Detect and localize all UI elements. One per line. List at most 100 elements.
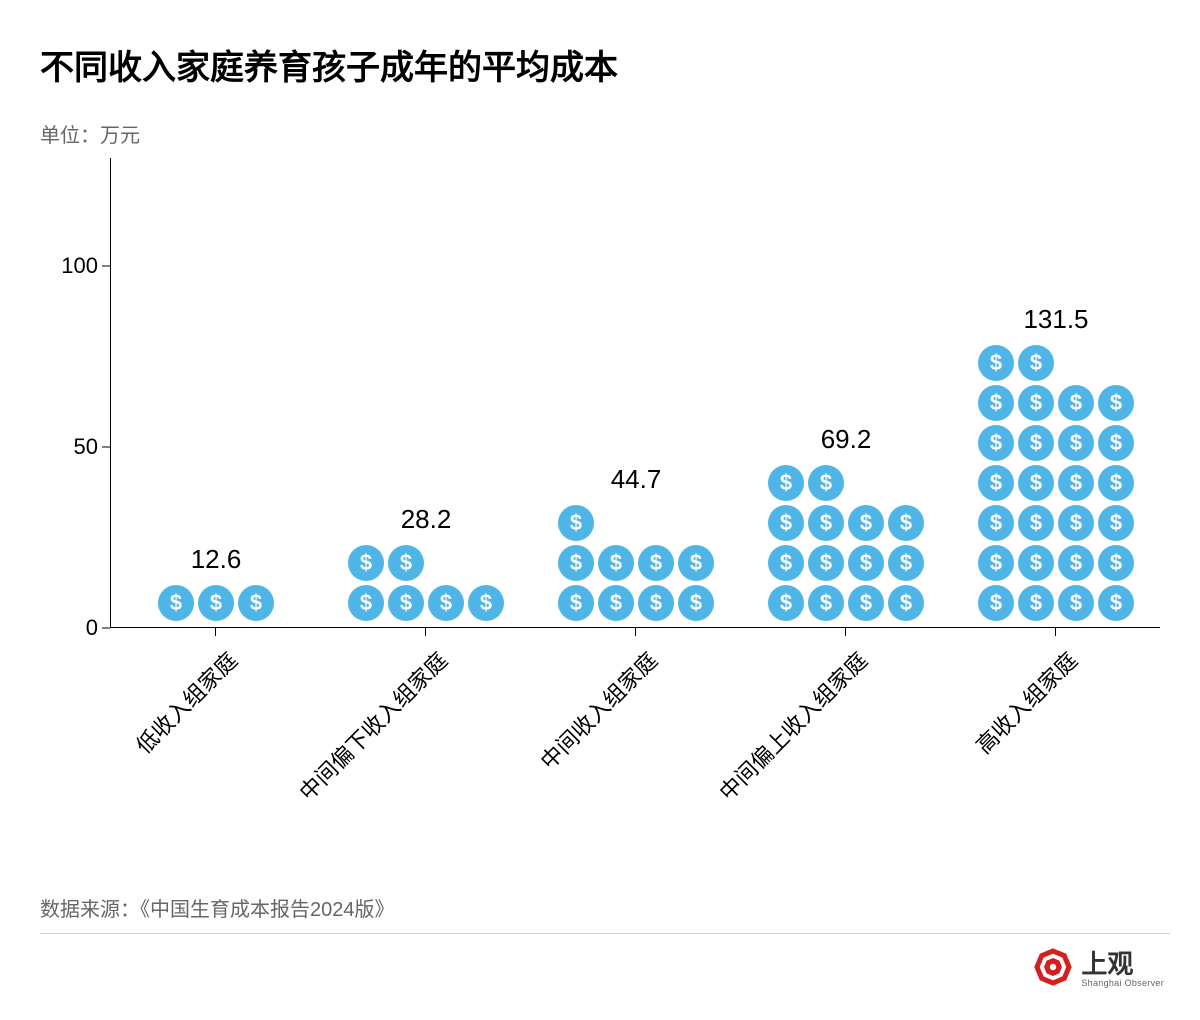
svg-text:$: $ xyxy=(900,590,912,615)
x-axis-label: 中间偏上收入组家庭 xyxy=(711,644,874,807)
svg-text:$: $ xyxy=(1030,390,1042,415)
svg-text:$: $ xyxy=(820,510,832,535)
brand-logo: 上观 Shanghai Observer xyxy=(1033,947,1164,992)
icon-row: $ $ $ $ xyxy=(978,545,1134,581)
dollar-coin-icon: $ xyxy=(978,385,1014,421)
dollar-coin-icon: $ xyxy=(1098,425,1134,461)
icon-row: $$$$ xyxy=(978,425,1134,461)
svg-text:$: $ xyxy=(400,550,412,575)
svg-text:$: $ xyxy=(1110,470,1122,495)
svg-text:$: $ xyxy=(610,590,622,615)
svg-text:$: $ xyxy=(780,510,792,535)
unit-label: 单位：万元 xyxy=(40,119,1170,148)
svg-text:$: $ xyxy=(820,590,832,615)
dollar-coin-icon: $ xyxy=(1018,545,1054,581)
svg-text:$: $ xyxy=(1070,390,1082,415)
svg-text:$: $ xyxy=(780,590,792,615)
svg-text:$: $ xyxy=(1070,590,1082,615)
dollar-coin-icon: $ xyxy=(1018,585,1054,621)
icon-row: $ $ $ $ xyxy=(558,545,714,581)
svg-text:$: $ xyxy=(1030,510,1042,535)
dollar-coin-icon: $ xyxy=(978,585,1014,621)
svg-text:$: $ xyxy=(1110,430,1122,455)
svg-text:$: $ xyxy=(690,590,702,615)
svg-text:$: $ xyxy=(690,550,702,575)
source-label: 数据来源：《中国生育成本报告2024版》 xyxy=(40,893,395,922)
icon-stack: $$$$$$ xyxy=(348,545,504,621)
dollar-coin-icon: $ xyxy=(768,505,804,541)
dollar-coin-icon: $ xyxy=(158,585,194,621)
dollar-coin-icon: $ xyxy=(888,505,924,541)
svg-text:$: $ xyxy=(860,510,872,535)
svg-text:$: $ xyxy=(1110,550,1122,575)
dollar-coin-icon: $ xyxy=(1098,465,1134,501)
icon-row: $$$ xyxy=(158,585,274,621)
svg-text:$: $ xyxy=(170,590,182,615)
svg-text:$: $ xyxy=(360,550,372,575)
y-tick-mark xyxy=(102,447,110,448)
icon-stack: $ $ $ $ $ $ $ $ $ xyxy=(558,505,714,621)
svg-text:$: $ xyxy=(1110,390,1122,415)
dollar-coin-icon: $ xyxy=(1018,425,1054,461)
dollar-coin-icon: $ xyxy=(1098,545,1134,581)
icon-row: $$$$ xyxy=(768,545,924,581)
dollar-coin-icon: $ xyxy=(978,505,1014,541)
divider xyxy=(40,933,1170,934)
svg-text:$: $ xyxy=(860,590,872,615)
svg-text:$: $ xyxy=(570,550,582,575)
dollar-coin-icon: $ xyxy=(558,505,594,541)
svg-text:$: $ xyxy=(990,350,1002,375)
icon-row: $ $ $ $ xyxy=(768,585,924,621)
svg-text:$: $ xyxy=(610,550,622,575)
svg-text:$: $ xyxy=(990,590,1002,615)
svg-text:$: $ xyxy=(1030,470,1042,495)
icon-row: $ $ $ $ xyxy=(978,585,1134,621)
icon-row: $$ xyxy=(768,465,924,501)
svg-text:$: $ xyxy=(780,550,792,575)
dollar-coin-icon: $ xyxy=(1058,385,1094,421)
dollar-coin-icon: $ xyxy=(638,545,674,581)
y-tick-mark xyxy=(102,628,110,629)
svg-text:$: $ xyxy=(900,550,912,575)
x-axis-label: 中间偏下收入组家庭 xyxy=(291,644,454,807)
dollar-coin-icon: $ xyxy=(1058,545,1094,581)
dollar-coin-icon: $ xyxy=(198,585,234,621)
dollar-coin-icon: $ xyxy=(638,585,674,621)
svg-text:$: $ xyxy=(1030,550,1042,575)
svg-text:$: $ xyxy=(1110,590,1122,615)
dollar-coin-icon: $ xyxy=(1018,345,1054,381)
svg-text:$: $ xyxy=(900,510,912,535)
svg-text:$: $ xyxy=(1070,550,1082,575)
svg-text:$: $ xyxy=(210,590,222,615)
dollar-coin-icon: $ xyxy=(388,545,424,581)
svg-text:$: $ xyxy=(650,550,662,575)
svg-text:$: $ xyxy=(1070,510,1082,535)
x-axis-labels: 低收入组家庭中间偏下收入组家庭中间收入组家庭中间偏上收入组家庭高收入组家庭 xyxy=(110,636,1160,836)
x-tick-mark xyxy=(425,628,426,636)
dollar-coin-icon: $ xyxy=(848,505,884,541)
svg-text:$: $ xyxy=(570,590,582,615)
dollar-coin-icon: $ xyxy=(1058,585,1094,621)
value-label: 12.6 xyxy=(131,544,301,575)
dollar-coin-icon: $ xyxy=(348,585,384,621)
icon-row: $$$$ xyxy=(348,585,504,621)
svg-text:$: $ xyxy=(1070,430,1082,455)
dollar-coin-icon: $ xyxy=(1058,505,1094,541)
dollar-coin-icon: $ xyxy=(1018,505,1054,541)
logo-text-cn: 上观 xyxy=(1081,951,1164,977)
dollar-coin-icon: $ xyxy=(678,585,714,621)
svg-text:$: $ xyxy=(820,550,832,575)
dollar-coin-icon: $ xyxy=(1098,385,1134,421)
y-axis: 050100 xyxy=(40,158,110,628)
svg-text:$: $ xyxy=(650,590,662,615)
svg-text:$: $ xyxy=(1030,430,1042,455)
dollar-coin-icon: $ xyxy=(768,545,804,581)
dollar-coin-icon: $ xyxy=(848,585,884,621)
dollar-coin-icon: $ xyxy=(768,585,804,621)
svg-text:$: $ xyxy=(1110,510,1122,535)
svg-text:$: $ xyxy=(1030,350,1042,375)
chart-title: 不同收入家庭养育孩子成年的平均成本 xyxy=(40,40,1170,89)
value-label: 69.2 xyxy=(761,424,931,455)
plot-area: $$$12.6$$$$$$28.2$$$$$$$$$44.7$$$$$$$$$$… xyxy=(110,158,1160,628)
svg-text:$: $ xyxy=(990,550,1002,575)
